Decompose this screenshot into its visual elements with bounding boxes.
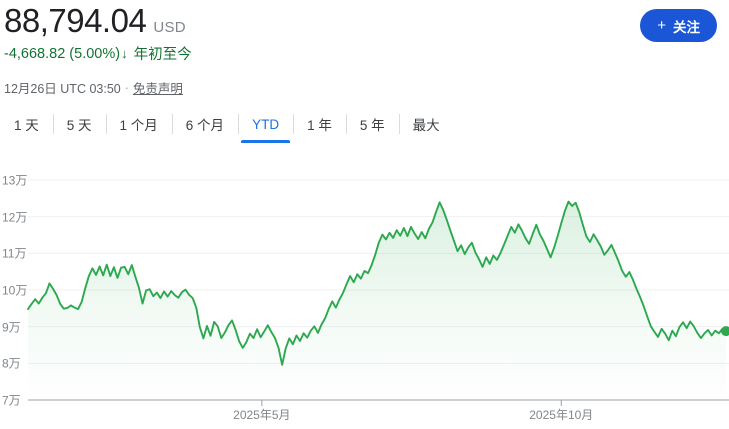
follow-button[interactable]: + 关注 bbox=[640, 9, 717, 42]
range-tab-label: 1 个月 bbox=[119, 118, 158, 133]
chart-x-ticks bbox=[261, 400, 562, 406]
range-tab-1天[interactable]: 1 天 bbox=[0, 105, 53, 143]
y-axis-label: 11万 bbox=[2, 246, 27, 261]
x-axis-label: 2025年10月 bbox=[529, 408, 594, 422]
range-tab-最大[interactable]: 最大 bbox=[398, 105, 454, 143]
y-axis-label: 13万 bbox=[2, 173, 28, 188]
y-axis-label: 12万 bbox=[2, 210, 28, 225]
disclaimer-link[interactable]: 免责声明 bbox=[132, 82, 183, 96]
chart-canvas bbox=[27, 179, 729, 406]
y-axis-label: 9万 bbox=[2, 320, 21, 335]
range-tab-label: 1 天 bbox=[14, 118, 39, 133]
range-tab-6个月[interactable]: 6 个月 bbox=[171, 105, 238, 143]
price-value: 88,794.04 bbox=[4, 2, 147, 39]
quote-header: 88,794.04 USD -4,668.82 (5.00%) ↓ 年初至今 1… bbox=[0, 0, 729, 100]
plus-icon: + bbox=[657, 17, 666, 34]
price-change-row: -4,668.82 (5.00%) ↓ 年初至今 bbox=[4, 43, 192, 64]
y-axis-label: 7万 bbox=[2, 393, 21, 408]
range-tab-1个月[interactable]: 1 个月 bbox=[105, 105, 172, 143]
range-tab-label: YTD bbox=[252, 116, 280, 132]
range-tab-label: 5 年 bbox=[359, 118, 385, 133]
range-tab-label: 最大 bbox=[412, 118, 440, 133]
y-axis-label: 8万 bbox=[2, 356, 21, 371]
range-tab-bar: 1 天 5 天 1 个月 6 个月 YTD 1 年 5 年 最大 bbox=[0, 105, 729, 143]
range-tab-YTD[interactable]: YTD bbox=[238, 105, 293, 143]
range-tab-5天[interactable]: 5 天 bbox=[52, 105, 106, 143]
chart-endpoint-marker bbox=[721, 326, 729, 337]
price-currency: USD bbox=[153, 19, 186, 36]
price-row: 88,794.04 USD bbox=[4, 2, 186, 40]
price-change-period: 年初至今 bbox=[133, 47, 192, 63]
follow-button-label: 关注 bbox=[673, 19, 700, 35]
x-axis-label: 2025年5月 bbox=[233, 408, 291, 422]
range-tab-1年[interactable]: 1 年 bbox=[293, 105, 346, 143]
price-chart[interactable]: 13万 12万 11万 10万 9万 8万 7万 2025年5月 2025年10月 bbox=[0, 148, 729, 429]
meta-separator: · bbox=[124, 80, 129, 95]
range-tab-label: 5 天 bbox=[66, 118, 92, 133]
chart-area-fill bbox=[28, 201, 726, 400]
range-tab-label: 1 年 bbox=[307, 118, 332, 133]
chart-line bbox=[27, 200, 727, 366]
range-tab-5年[interactable]: 5 年 bbox=[345, 105, 399, 143]
down-arrow-icon: ↓ bbox=[121, 46, 128, 61]
price-change-value: -4,668.82 (5.00%) bbox=[4, 45, 121, 62]
quote-timestamp: 12月26日 UTC 03:50 bbox=[4, 82, 121, 96]
y-axis-label: 10万 bbox=[2, 283, 28, 298]
quote-meta-row: 12月26日 UTC 03:50 · 免责声明 bbox=[4, 78, 183, 97]
range-tab-label: 6 个月 bbox=[185, 118, 225, 133]
